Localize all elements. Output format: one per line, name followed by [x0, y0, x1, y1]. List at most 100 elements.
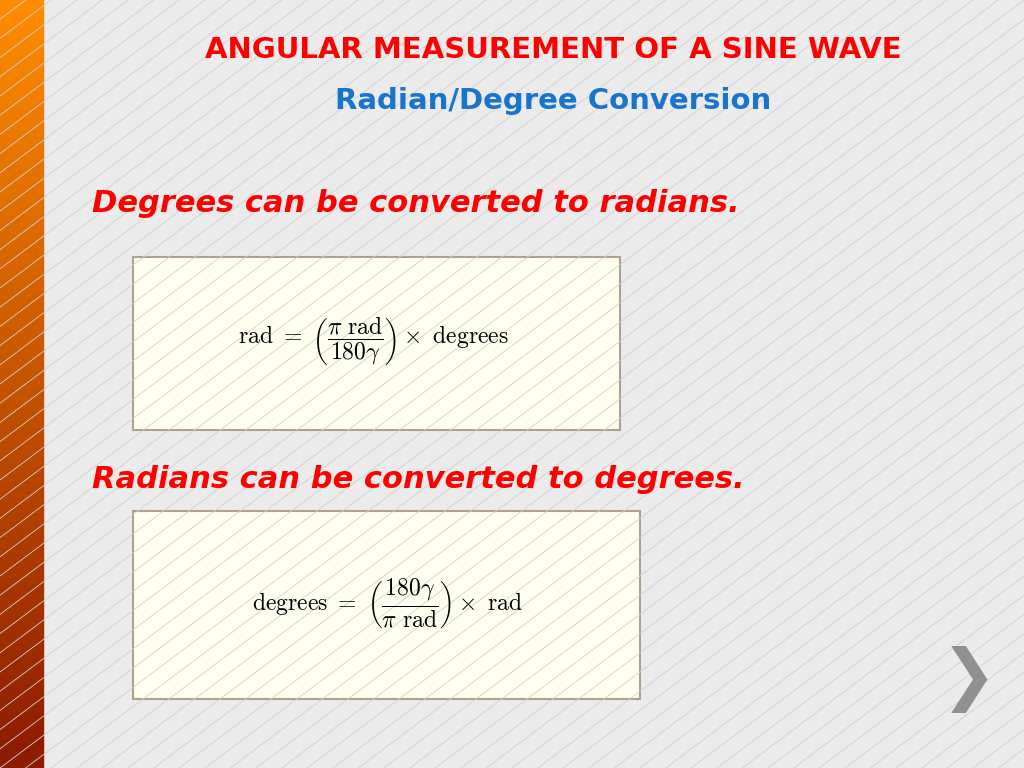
- Bar: [0, 92, 43, 96]
- Bar: [0, 545, 43, 549]
- Bar: [0, 27, 43, 31]
- Bar: [0, 300, 43, 303]
- Bar: [0, 511, 43, 515]
- Bar: [0, 442, 43, 445]
- Bar: [0, 346, 43, 349]
- Bar: [0, 303, 43, 307]
- Bar: [0, 764, 43, 768]
- Bar: [0, 234, 43, 238]
- Bar: [0, 46, 43, 50]
- Bar: [0, 465, 43, 468]
- Bar: [0, 591, 43, 595]
- Bar: [0, 641, 43, 645]
- Bar: [0, 392, 43, 396]
- Bar: [0, 150, 43, 154]
- Bar: [0, 453, 43, 457]
- Bar: [0, 123, 43, 127]
- Bar: [0, 584, 43, 588]
- Bar: [0, 653, 43, 657]
- Text: ANGULAR MEASUREMENT OF A SINE WAVE: ANGULAR MEASUREMENT OF A SINE WAVE: [205, 36, 901, 64]
- FancyBboxPatch shape: [133, 257, 620, 430]
- Bar: [0, 38, 43, 42]
- Bar: [0, 430, 43, 434]
- Text: Radian/Degree Conversion: Radian/Degree Conversion: [335, 88, 771, 115]
- Bar: [0, 376, 43, 380]
- FancyBboxPatch shape: [133, 511, 640, 699]
- Bar: [0, 361, 43, 365]
- Bar: [0, 637, 43, 641]
- Bar: [0, 396, 43, 399]
- Bar: [0, 100, 43, 104]
- Bar: [0, 81, 43, 84]
- Bar: [0, 403, 43, 407]
- Bar: [0, 31, 43, 35]
- Bar: [0, 580, 43, 584]
- Bar: [0, 461, 43, 465]
- Bar: [0, 753, 43, 756]
- Bar: [0, 760, 43, 764]
- Bar: [0, 88, 43, 92]
- Bar: [0, 12, 43, 15]
- Bar: [0, 230, 43, 234]
- Bar: [0, 296, 43, 300]
- Bar: [0, 472, 43, 476]
- Bar: [0, 468, 43, 472]
- Bar: [0, 369, 43, 372]
- Bar: [0, 265, 43, 269]
- Bar: [0, 330, 43, 334]
- Bar: [0, 115, 43, 119]
- Bar: [0, 219, 43, 223]
- Bar: [0, 480, 43, 484]
- Bar: [0, 603, 43, 607]
- Bar: [0, 207, 43, 211]
- Bar: [0, 54, 43, 58]
- Bar: [0, 77, 43, 81]
- Bar: [0, 568, 43, 572]
- Text: Radians can be converted to degrees.: Radians can be converted to degrees.: [92, 465, 744, 495]
- Bar: [0, 726, 43, 730]
- Bar: [0, 23, 43, 27]
- Bar: [0, 695, 43, 699]
- Bar: [0, 561, 43, 564]
- Bar: [0, 353, 43, 357]
- Bar: [0, 357, 43, 361]
- Bar: [0, 35, 43, 38]
- Bar: [0, 65, 43, 69]
- Bar: [0, 161, 43, 165]
- Bar: [0, 691, 43, 695]
- Bar: [0, 58, 43, 61]
- Text: $\mathrm{degrees}\ =\ \left( \dfrac{180°}{\pi\ \mathrm{rad}} \right) \times\ \ma: $\mathrm{degrees}\ =\ \left( \dfrac{180°…: [252, 578, 522, 631]
- Bar: [0, 372, 43, 376]
- Bar: [0, 522, 43, 526]
- Bar: [0, 664, 43, 668]
- Text: ❯: ❯: [941, 646, 996, 713]
- Bar: [0, 576, 43, 580]
- Bar: [0, 737, 43, 741]
- Bar: [0, 365, 43, 369]
- Bar: [0, 457, 43, 461]
- Text: Degrees can be converted to radians.: Degrees can be converted to radians.: [92, 189, 739, 218]
- Bar: [0, 541, 43, 545]
- Bar: [0, 572, 43, 576]
- Bar: [0, 549, 43, 553]
- Bar: [0, 495, 43, 499]
- Bar: [0, 192, 43, 196]
- Bar: [0, 138, 43, 142]
- Bar: [0, 134, 43, 138]
- Bar: [0, 699, 43, 703]
- Bar: [0, 733, 43, 737]
- Bar: [0, 484, 43, 488]
- Bar: [0, 104, 43, 108]
- Bar: [0, 703, 43, 707]
- Bar: [0, 499, 43, 503]
- Bar: [0, 434, 43, 438]
- Bar: [0, 741, 43, 745]
- Bar: [0, 15, 43, 19]
- Bar: [0, 684, 43, 687]
- Bar: [0, 146, 43, 150]
- Bar: [0, 311, 43, 315]
- Bar: [0, 538, 43, 541]
- Bar: [0, 288, 43, 292]
- Bar: [0, 611, 43, 614]
- Bar: [0, 269, 43, 273]
